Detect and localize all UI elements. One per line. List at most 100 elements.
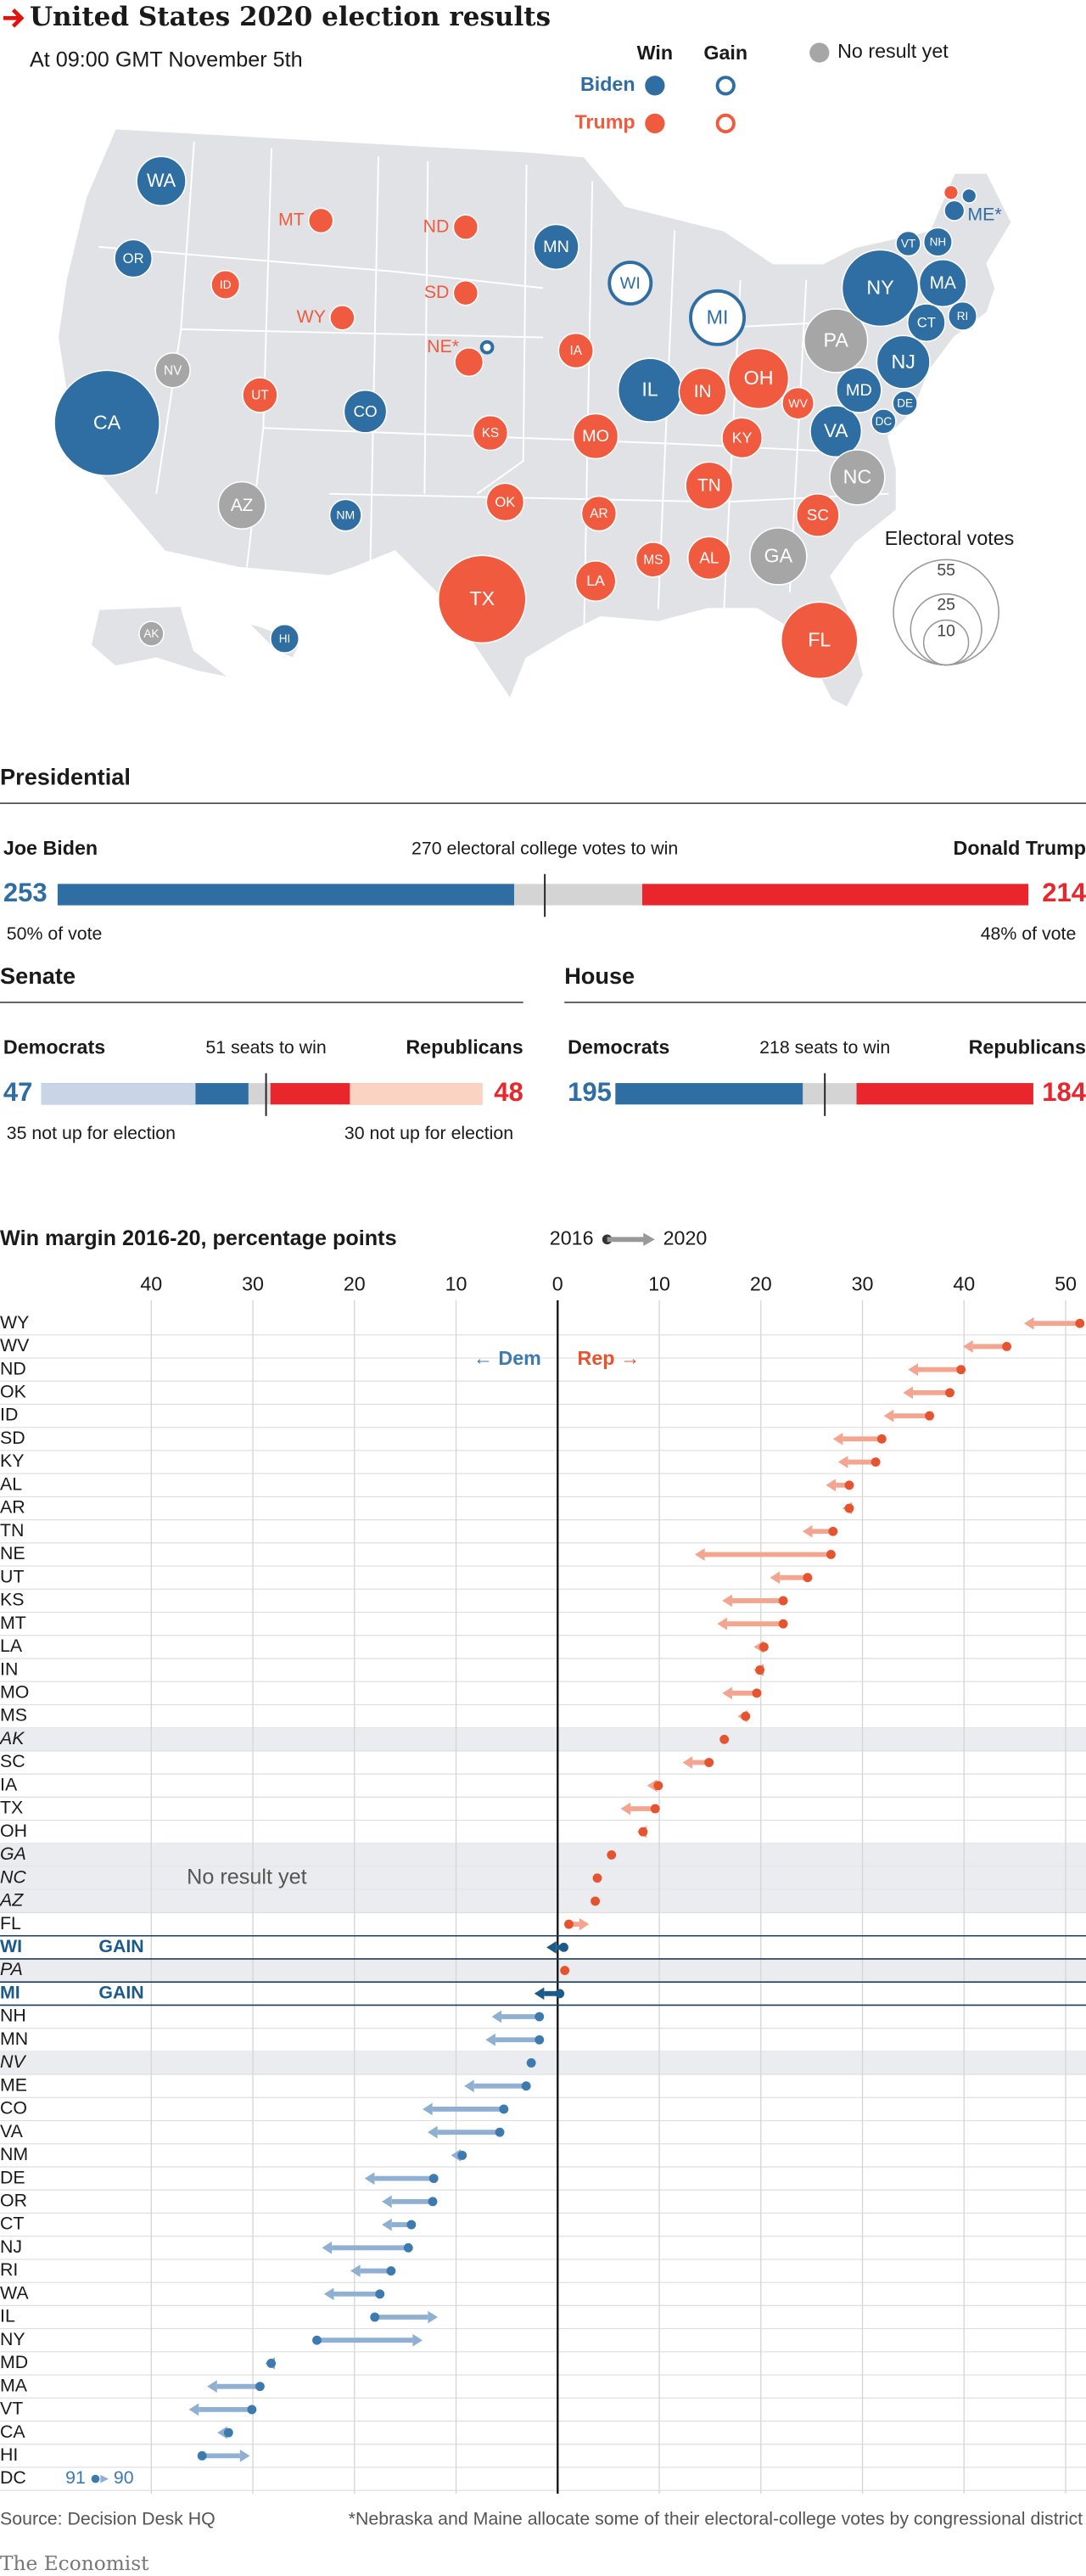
row-label: AZ — [0, 1890, 24, 1911]
state-label: WI — [620, 274, 641, 293]
state-label: DE — [897, 397, 913, 410]
state-bubble — [329, 305, 355, 331]
margin-2020 — [364, 2172, 375, 2185]
left-name: Democrats — [568, 1035, 669, 1058]
margin-2016 — [559, 1942, 568, 1952]
margin-2016 — [370, 2312, 380, 2322]
state-bubble — [961, 188, 977, 204]
margin-2020 — [428, 2310, 438, 2324]
row-label: ND — [0, 1358, 26, 1378]
bar-right — [856, 1083, 1033, 1105]
state-bubble — [242, 377, 278, 413]
margin-2016 — [870, 1457, 881, 1467]
legend-head — [643, 1232, 655, 1247]
size-legend-label: 55 — [937, 561, 955, 580]
state-label: SD — [424, 282, 450, 302]
x-tick-label: 0 — [552, 1273, 563, 1295]
state-label: SC — [807, 506, 829, 524]
threshold-label: 270 electoral college votes to win — [411, 838, 678, 858]
left-note: 35 not up for election — [7, 1123, 176, 1143]
row-label: ID — [0, 1405, 18, 1425]
legend-swatch — [645, 76, 665, 96]
margin-2016 — [312, 2335, 322, 2345]
margin-2016 — [247, 2405, 257, 2415]
row-label: NM — [0, 2144, 28, 2164]
title: United States 2020 election results — [30, 2, 551, 32]
state-bubble — [895, 230, 921, 257]
legend-swatch — [645, 113, 665, 134]
legend-gain: Gain — [703, 42, 747, 64]
row-label: NY — [0, 2329, 25, 2349]
state-label: WA — [147, 170, 176, 191]
state-bubble — [727, 347, 790, 410]
row-label: CT — [0, 2214, 24, 2234]
left-name: Democrats — [3, 1035, 105, 1058]
legend-trump: Trump — [575, 111, 635, 133]
margin-2016 — [741, 1711, 751, 1721]
margin-2016 — [650, 1804, 660, 1814]
state-label: AL — [699, 548, 719, 566]
state-label: MD — [846, 381, 872, 400]
row-label: NJ — [0, 2236, 22, 2257]
state-bubble — [437, 554, 527, 644]
state-bubble — [307, 207, 334, 234]
state-bubble — [452, 279, 479, 306]
state-bubble — [452, 214, 479, 240]
margin-2016 — [844, 1503, 854, 1513]
margin-2016 — [535, 2034, 545, 2045]
right-name: Republicans — [406, 1035, 523, 1058]
no-result-band — [0, 2051, 1086, 2075]
margin-2016 — [752, 1688, 762, 1698]
x-tick-label: 30 — [242, 1273, 264, 1295]
contiguous-us — [56, 127, 1014, 710]
margin-2016 — [704, 1758, 714, 1767]
gain-label: GAIN — [98, 1936, 143, 1956]
state-label: TN — [697, 476, 721, 496]
margin-2016 — [499, 2104, 509, 2114]
margin-2020 — [802, 1524, 813, 1538]
margin-2020 — [323, 2287, 334, 2301]
state-bubble — [678, 368, 727, 417]
row-label: IL — [0, 2306, 15, 2326]
right-name: Donald Trump — [954, 837, 1086, 859]
row-label: NE — [0, 1543, 25, 1563]
margin-2016 — [535, 2012, 545, 2022]
right-value: 214 — [1042, 878, 1086, 907]
state-bubble — [328, 498, 362, 532]
section-title: Senate — [0, 962, 76, 989]
state-label: MS — [643, 553, 663, 567]
state-bubble — [343, 389, 388, 434]
no-result-band — [0, 1889, 1086, 1913]
margin-2020 — [903, 1386, 914, 1400]
state-label: MT — [278, 210, 305, 230]
state-bubble — [479, 340, 495, 355]
margin-2020 — [682, 1756, 693, 1769]
legend-biden: Biden — [580, 73, 635, 95]
state-bubble — [749, 527, 808, 586]
row-label: MD — [0, 2352, 28, 2372]
state-bubble — [607, 261, 653, 306]
x-tick-label: 10 — [445, 1273, 467, 1295]
state-bubble — [472, 414, 509, 452]
row-label: MN — [0, 2029, 28, 2049]
state-label: ME* — [967, 205, 1001, 225]
margin-2016 — [564, 1919, 574, 1929]
state-bubble — [829, 449, 886, 506]
margin-2016 — [375, 2289, 385, 2299]
bar-left — [615, 1083, 803, 1105]
margin-2020 — [412, 2333, 423, 2347]
state-label: AR — [590, 507, 607, 521]
state-label: NM — [336, 508, 355, 522]
dem-annotation: ← Dem — [473, 1347, 541, 1369]
state-bubble — [918, 259, 967, 308]
state-bubble — [836, 367, 882, 413]
margin-2016 — [428, 2174, 439, 2184]
margin-2016 — [826, 1550, 836, 1559]
subtitle: At 09:00 GMT November 5th — [30, 48, 303, 71]
margin-2020 — [620, 1802, 631, 1816]
state-label: MA — [930, 273, 956, 293]
margin-2016 — [607, 1850, 617, 1860]
left-note: 50% of vote — [7, 923, 103, 944]
state-bubble — [557, 332, 595, 369]
row-label: LA — [0, 1636, 23, 1656]
